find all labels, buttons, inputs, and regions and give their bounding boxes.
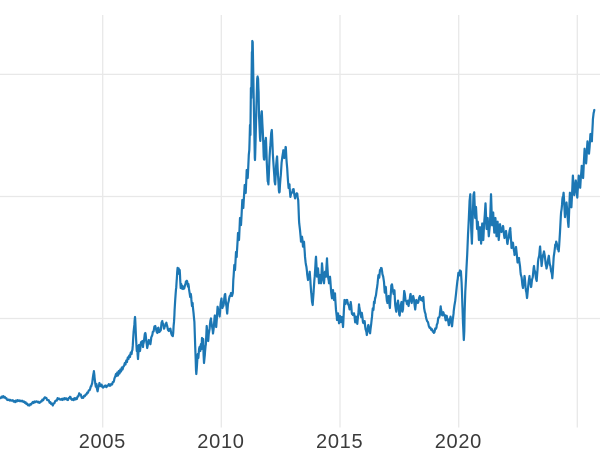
svg-text:2015: 2015 <box>316 431 363 450</box>
svg-text:2020: 2020 <box>435 431 482 450</box>
svg-text:2005: 2005 <box>79 431 126 450</box>
svg-text:2010: 2010 <box>197 431 244 450</box>
